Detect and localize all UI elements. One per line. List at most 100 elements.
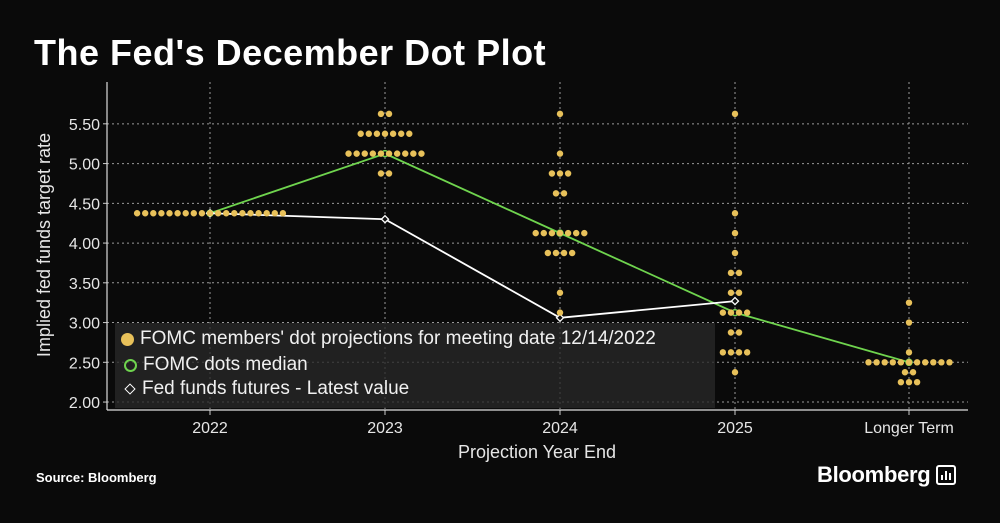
fomc-dot: [727, 289, 735, 296]
fomc-dot: [881, 359, 888, 366]
fomc-dot: [410, 150, 417, 157]
x-tick-label: 2025: [717, 420, 753, 437]
fomc-dot: [913, 359, 921, 366]
fomc-dot: [556, 110, 564, 118]
fomc-dot: [731, 249, 739, 257]
fomc-dot: [142, 210, 149, 217]
fomc-dot: [560, 190, 568, 197]
fomc-dot: [389, 130, 397, 137]
fomc-dot: [865, 359, 872, 366]
y-tick-label: 2.00: [69, 395, 100, 412]
futures-point: [555, 313, 565, 323]
fomc-dot: [182, 210, 189, 217]
y-tick-label: 3.50: [69, 276, 100, 293]
fomc-dot: [166, 210, 173, 217]
fomc-dot: [548, 170, 556, 177]
legend-label-futures: Fed funds futures - Latest value: [142, 378, 410, 399]
futures-point: [380, 214, 390, 224]
fomc-dot: [905, 299, 913, 306]
fomc-dot: [357, 130, 364, 137]
legend-item-median: FOMC dots median: [121, 354, 308, 376]
legend-label-dots: FOMC members' dot projections for meetin…: [140, 328, 656, 349]
x-tick-label: 2024: [542, 420, 578, 437]
y-tick-label: 4.50: [69, 196, 100, 213]
fomc-dot: [377, 170, 385, 177]
fomc-dot: [568, 249, 576, 257]
fomc-dot: [922, 359, 929, 366]
fomc-dot: [263, 210, 270, 217]
fomc-dot: [556, 170, 564, 177]
futures-point: [730, 296, 740, 306]
fomc-dot: [731, 110, 739, 118]
fomc-dot: [556, 229, 564, 237]
dot-marker-icon: [121, 332, 134, 346]
fomc-dot: [905, 359, 913, 366]
fomc-dot: [913, 378, 921, 386]
fomc-dot: [727, 349, 735, 356]
fomc-dot: [365, 130, 372, 137]
fomc-dot: [133, 210, 141, 217]
fomc-dot: [735, 329, 743, 336]
fomc-dot: [158, 210, 165, 217]
x-axis-label: Projection Year End: [458, 442, 616, 462]
fomc-dot: [873, 359, 880, 366]
y-tick-label: 5.50: [69, 117, 100, 134]
fomc-dot: [373, 130, 381, 137]
fomc-dot: [727, 269, 735, 277]
fomc-dot: [719, 309, 727, 316]
fomc-dot: [735, 269, 743, 277]
fomc-dot: [247, 210, 254, 217]
fomc-dot: [735, 289, 743, 296]
futures-line: [209, 212, 736, 319]
fomc-dot: [897, 378, 905, 386]
fomc-dot: [735, 349, 743, 356]
fomc-dot: [239, 210, 246, 217]
fomc-dot: [532, 229, 539, 237]
fomc-dot: [897, 359, 905, 366]
y-tick-label: 2.50: [69, 355, 100, 372]
fomc-dot: [381, 130, 389, 137]
fomc-dot: [214, 210, 222, 217]
diamond-marker-icon: [124, 383, 136, 395]
legend-item-futures: Fed funds futures - Latest value: [121, 378, 409, 400]
fomc-dot: [743, 349, 751, 356]
y-tick-label: 5.00: [69, 157, 100, 174]
fomc-dot: [377, 110, 385, 118]
fomc-dot: [905, 319, 913, 326]
fomc-dot: [418, 150, 425, 157]
brand-name: Bloomberg: [817, 462, 931, 487]
fomc-dot: [731, 369, 739, 376]
fomc-dot: [556, 309, 564, 316]
y-axis-label: Implied fed funds target rate: [34, 133, 54, 357]
fomc-dot: [719, 349, 727, 356]
fomc-dot: [353, 150, 360, 157]
brand-logo: Bloomberg: [817, 462, 957, 488]
fomc-dot: [573, 229, 580, 237]
fomc-dot: [406, 130, 413, 137]
fomc-dot: [735, 309, 743, 316]
fomc-dot: [345, 150, 352, 157]
circle-marker-icon: [124, 358, 137, 372]
x-tick-label: 2022: [192, 420, 228, 437]
legend-item-dots: FOMC members' dot projections for meetin…: [121, 328, 656, 350]
fomc-dot: [369, 150, 377, 157]
fomc-dot: [385, 150, 393, 157]
fomc-dot: [909, 369, 917, 376]
fomc-dot: [150, 210, 157, 217]
fomc-dot: [548, 229, 556, 237]
legend-label-median: FOMC dots median: [143, 354, 308, 375]
fomc-dot: [581, 229, 588, 237]
fomc-dot: [556, 150, 564, 157]
fomc-dot: [231, 210, 238, 217]
fomc-dot: [402, 150, 409, 157]
fomc-dot: [743, 309, 751, 316]
fomc-dot: [385, 110, 393, 118]
fomc-dot: [361, 150, 368, 157]
x-tick-label: 2023: [367, 420, 403, 437]
fomc-dot: [905, 378, 913, 386]
fomc-dot: [174, 210, 181, 217]
fomc-dot: [731, 210, 739, 217]
fomc-dot: [901, 369, 909, 376]
fomc-dot: [938, 359, 945, 366]
